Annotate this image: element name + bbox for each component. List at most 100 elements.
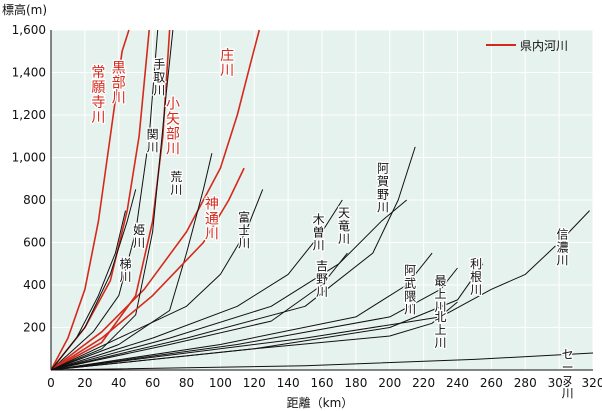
series-label-char: 通 — [205, 212, 219, 228]
y-tick-label: 400 — [23, 278, 46, 292]
x-tick-label: 0 — [47, 376, 55, 390]
series-label: 天竜川 — [337, 205, 352, 248]
series-line — [50, 352, 594, 371]
x-tick-label: 80 — [179, 376, 194, 390]
series-label-char: 川 — [377, 200, 389, 214]
series-label: 吉野川 — [315, 258, 330, 301]
series-line — [50, 189, 264, 371]
series-label: 姫川 — [132, 222, 147, 252]
series-label-char: 信 — [557, 227, 569, 241]
series-label-char: 川 — [133, 236, 145, 250]
series-label-char: 寺 — [91, 95, 105, 111]
x-tick-label: 280 — [514, 376, 537, 390]
series-label-char: 川 — [205, 227, 219, 243]
series-line — [50, 29, 159, 371]
series-label-char: 常 — [91, 65, 105, 81]
x-tick-label: 120 — [243, 376, 266, 390]
x-tick-label: 320 — [582, 376, 602, 390]
series-line — [50, 252, 433, 371]
series-labels: 常願寺川黒部川手取川庄川小矢部川関川荒川神通川姫川梯川富士川木曽川天竜川阿賀野川… — [90, 46, 575, 402]
series-label: 富士川 — [237, 208, 252, 252]
series-line — [50, 301, 458, 371]
series-label-char: ヌ — [562, 373, 574, 387]
series-label-char: 川 — [170, 183, 182, 197]
series-label-char: 川 — [435, 336, 447, 350]
series-line — [50, 29, 130, 371]
legend-label: 県内河川 — [520, 39, 568, 53]
series-label: 関川 — [145, 126, 160, 156]
series-label-char: 阿 — [377, 161, 389, 175]
series-label-char: 野 — [316, 272, 328, 286]
series-label-char: 野 — [377, 187, 389, 201]
y-tick-label: 600 — [23, 236, 46, 250]
series-label-char: 川 — [220, 63, 234, 79]
series-label-char: 川 — [470, 283, 482, 297]
series-label-char: 手 — [153, 57, 165, 71]
series-label-char: 黒 — [112, 61, 126, 77]
x-tick-label: 220 — [412, 376, 435, 390]
series-label-char: 曽 — [313, 224, 325, 239]
x-axis-label: 距離（km） — [287, 396, 354, 410]
x-tick-label: 300 — [548, 376, 571, 390]
series-label: 神通川 — [204, 195, 221, 244]
series-label-char: 関 — [147, 127, 159, 141]
series-label-char: 最 — [435, 274, 447, 288]
series-label-char: 北 — [435, 310, 447, 324]
series-label-char: 川 — [120, 270, 132, 284]
x-tick-label: 100 — [209, 376, 232, 390]
y-axis-label: 標高(m) — [2, 2, 47, 17]
y-tick-label: 1,600 — [12, 23, 46, 37]
series-label-char: 小 — [166, 97, 180, 113]
series-label-char: 荒 — [170, 170, 182, 184]
series-label-char: 上 — [435, 323, 447, 337]
y-tick-label: 1,400 — [12, 66, 46, 80]
legend: 県内河川 — [486, 39, 568, 53]
series-label-char: 川 — [562, 386, 574, 400]
y-tick-label: 200 — [23, 321, 46, 335]
x-tick-label: 20 — [77, 376, 92, 390]
x-tick-label: 60 — [145, 376, 160, 390]
series-line — [50, 167, 245, 371]
series-label-char: 利 — [470, 257, 482, 271]
series-label-char: 上 — [435, 287, 447, 301]
series-line — [50, 199, 343, 371]
series-line — [50, 29, 174, 371]
series-label-char: 木 — [313, 212, 325, 226]
y-tick-label: 800 — [23, 193, 46, 207]
x-tick-label: 200 — [378, 376, 401, 390]
series-lines — [50, 29, 594, 371]
x-tick-label: 140 — [277, 376, 300, 390]
series-label-char: 武 — [404, 276, 416, 290]
series-label-char: 矢 — [166, 112, 180, 128]
x-tick-label: 180 — [344, 376, 367, 390]
series-line — [50, 210, 126, 371]
series-label-char: 部 — [112, 76, 126, 92]
series-label: 梯川 — [118, 256, 133, 286]
x-tick-label: 260 — [480, 376, 503, 390]
series-label-char: 梯 — [120, 257, 132, 271]
x-tick-label: 40 — [111, 376, 126, 390]
series-label-char: 天 — [338, 206, 350, 220]
series-label: 最上川 — [433, 273, 448, 316]
series-label-char: 根 — [470, 270, 482, 284]
series-label: 利根川 — [469, 256, 484, 299]
series-label-char: 取 — [153, 70, 165, 84]
series-label-char: 川 — [91, 110, 105, 126]
series-label: 荒川 — [169, 169, 184, 199]
x-tick-label: 160 — [311, 376, 334, 390]
series-label-char: 竜 — [338, 219, 350, 233]
series-label-char: 川 — [435, 300, 447, 314]
series-label-char: 川 — [166, 142, 180, 158]
series-label: 黒部川 — [111, 59, 128, 108]
series-label-char: 川 — [238, 236, 250, 250]
series-label-char: 賀 — [377, 174, 389, 188]
series-label: 庄川 — [219, 46, 236, 81]
series-label-char: 庄 — [220, 47, 234, 64]
series-line — [50, 267, 458, 371]
series-line — [50, 146, 416, 371]
